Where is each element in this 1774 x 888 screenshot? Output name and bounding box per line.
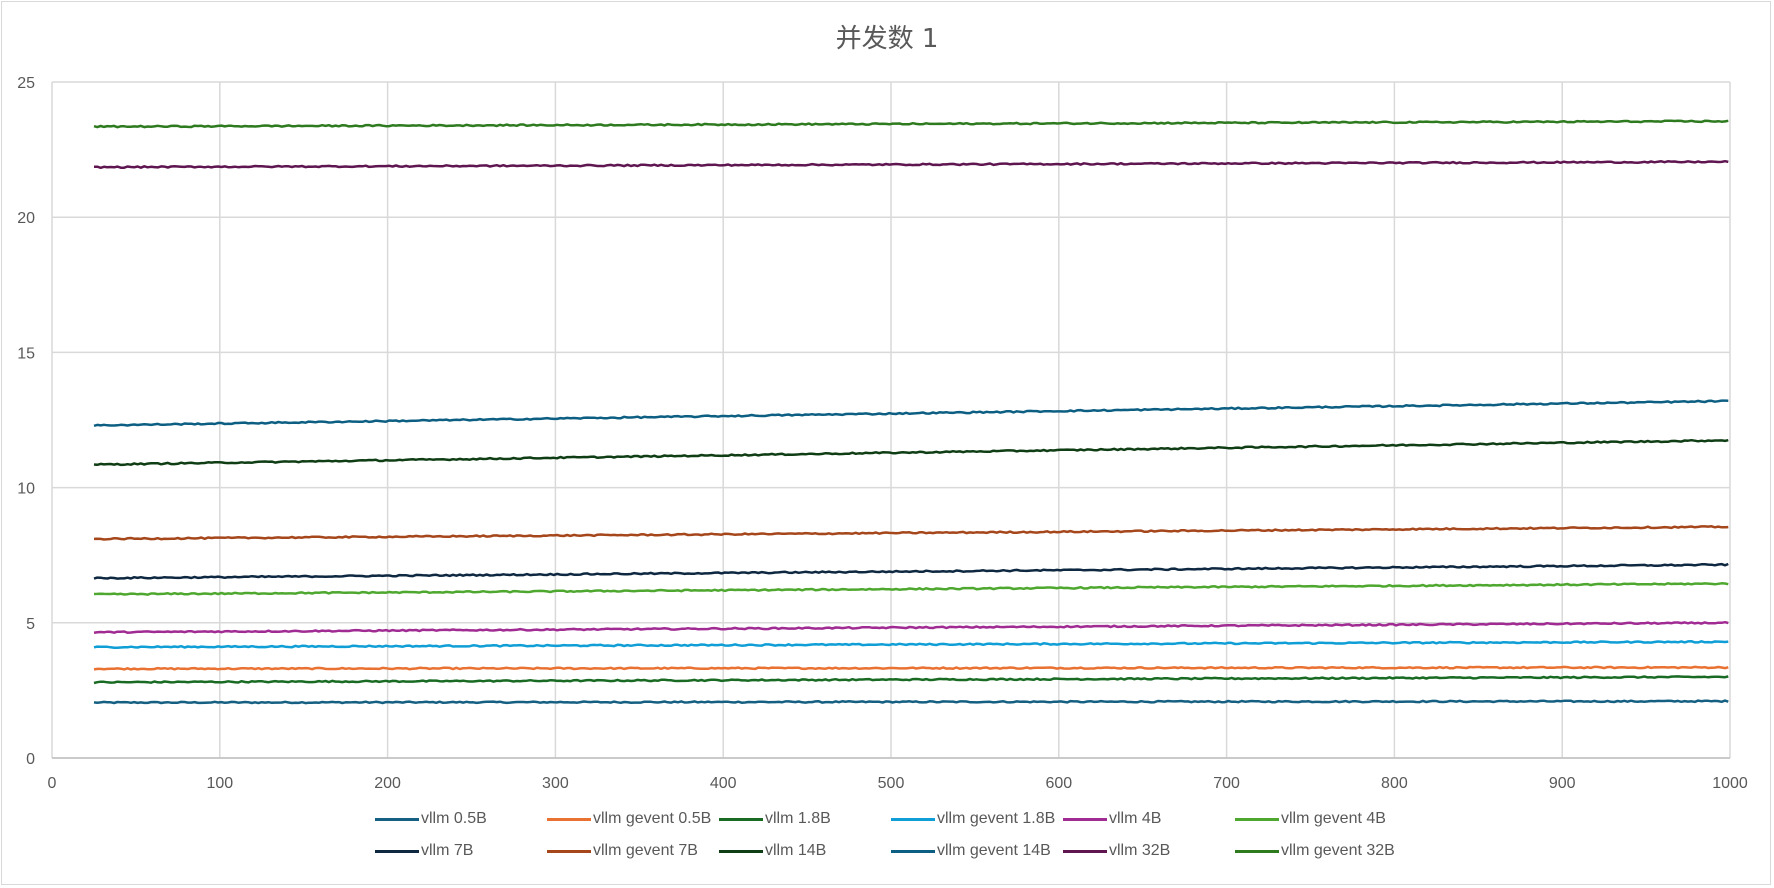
legend-label: vllm gevent 0.5B (593, 810, 712, 827)
legend-item: vllm 14B (719, 842, 891, 860)
series-line (93, 399, 1729, 428)
legend-swatch (719, 849, 763, 853)
legend-label: vllm 1.8B (765, 810, 831, 827)
legend-item: vllm gevent 32B (1235, 842, 1407, 860)
series-line (93, 639, 1729, 649)
y-tick-label: 15 (17, 345, 35, 362)
legend-swatch (1063, 849, 1107, 853)
legend-swatch (375, 849, 419, 853)
legend-label: vllm 14B (765, 842, 827, 859)
x-tick-label: 600 (1045, 775, 1072, 792)
legend-item: vllm 1.8B (719, 810, 891, 828)
legend-item: vllm 7B (375, 842, 547, 860)
x-tick-label: 500 (878, 775, 905, 792)
x-tick-label: 0 (48, 775, 57, 792)
x-tick-label: 800 (1381, 775, 1408, 792)
legend-label: vllm 32B (1109, 842, 1171, 859)
x-tick-label: 200 (374, 775, 401, 792)
legend-swatch (1235, 849, 1279, 853)
legend-item: vllm gevent 1.8B (891, 810, 1063, 828)
legend-swatch (547, 849, 591, 853)
x-tick-label: 900 (1549, 775, 1576, 792)
legend-label: vllm 7B (421, 842, 474, 859)
x-tick-label: 700 (1213, 775, 1240, 792)
x-tick-label: 100 (206, 775, 233, 792)
legend-item: vllm gevent 14B (891, 842, 1063, 860)
grid-layer (51, 81, 1731, 759)
y-tick-label: 10 (17, 481, 35, 498)
legend: vllm 0.5B vllm gevent 0.5B vllm 1.8B vllm g… (375, 810, 1475, 860)
axis-layer: 0 5 10 15 20 25 0 100 200 300 400 500 600 700 800 900 10… (17, 75, 1748, 792)
series-line (93, 438, 1729, 467)
legend-swatch (891, 817, 935, 821)
legend-item: vllm 0.5B (375, 810, 547, 828)
legend-item: vllm gevent 4B (1235, 810, 1407, 828)
series-line (93, 582, 1729, 596)
series-line (93, 675, 1729, 685)
legend-swatch (891, 849, 935, 853)
legend-swatch (547, 817, 591, 821)
series-line (93, 525, 1729, 541)
legend-label: vllm gevent 7B (593, 842, 698, 859)
y-tick-label: 25 (17, 75, 35, 92)
series-line (93, 699, 1729, 705)
series-line (93, 119, 1729, 129)
legend-swatch (375, 817, 419, 821)
y-tick-label: 20 (17, 210, 35, 227)
series-line (94, 159, 1729, 170)
legend-item: vllm 4B (1063, 810, 1235, 828)
x-tick-label: 400 (710, 775, 737, 792)
legend-swatch (1235, 817, 1279, 821)
legend-item: vllm gevent 7B (547, 842, 719, 860)
legend-label: vllm gevent 4B (1281, 810, 1386, 827)
y-tick-label: 5 (26, 616, 35, 633)
series-line (93, 665, 1729, 671)
legend-label: vllm 4B (1109, 810, 1162, 827)
legend-swatch (719, 817, 763, 821)
legend-label: vllm gevent 32B (1281, 842, 1395, 859)
series-line (93, 562, 1729, 580)
x-tick-label: 300 (542, 775, 569, 792)
legend-item: vllm 32B (1063, 842, 1235, 860)
y-tick-label: 0 (26, 751, 35, 768)
series-layer (93, 119, 1729, 705)
legend-swatch (1063, 817, 1107, 821)
series-line (93, 620, 1729, 634)
legend-item: vllm gevent 0.5B (547, 810, 719, 828)
legend-label: vllm 0.5B (421, 810, 487, 827)
legend-label: vllm gevent 1.8B (937, 810, 1056, 827)
x-tick-label: 1000 (1712, 775, 1748, 792)
legend-label: vllm gevent 14B (937, 842, 1051, 859)
chart-title: 并发数 1 (835, 24, 939, 54)
